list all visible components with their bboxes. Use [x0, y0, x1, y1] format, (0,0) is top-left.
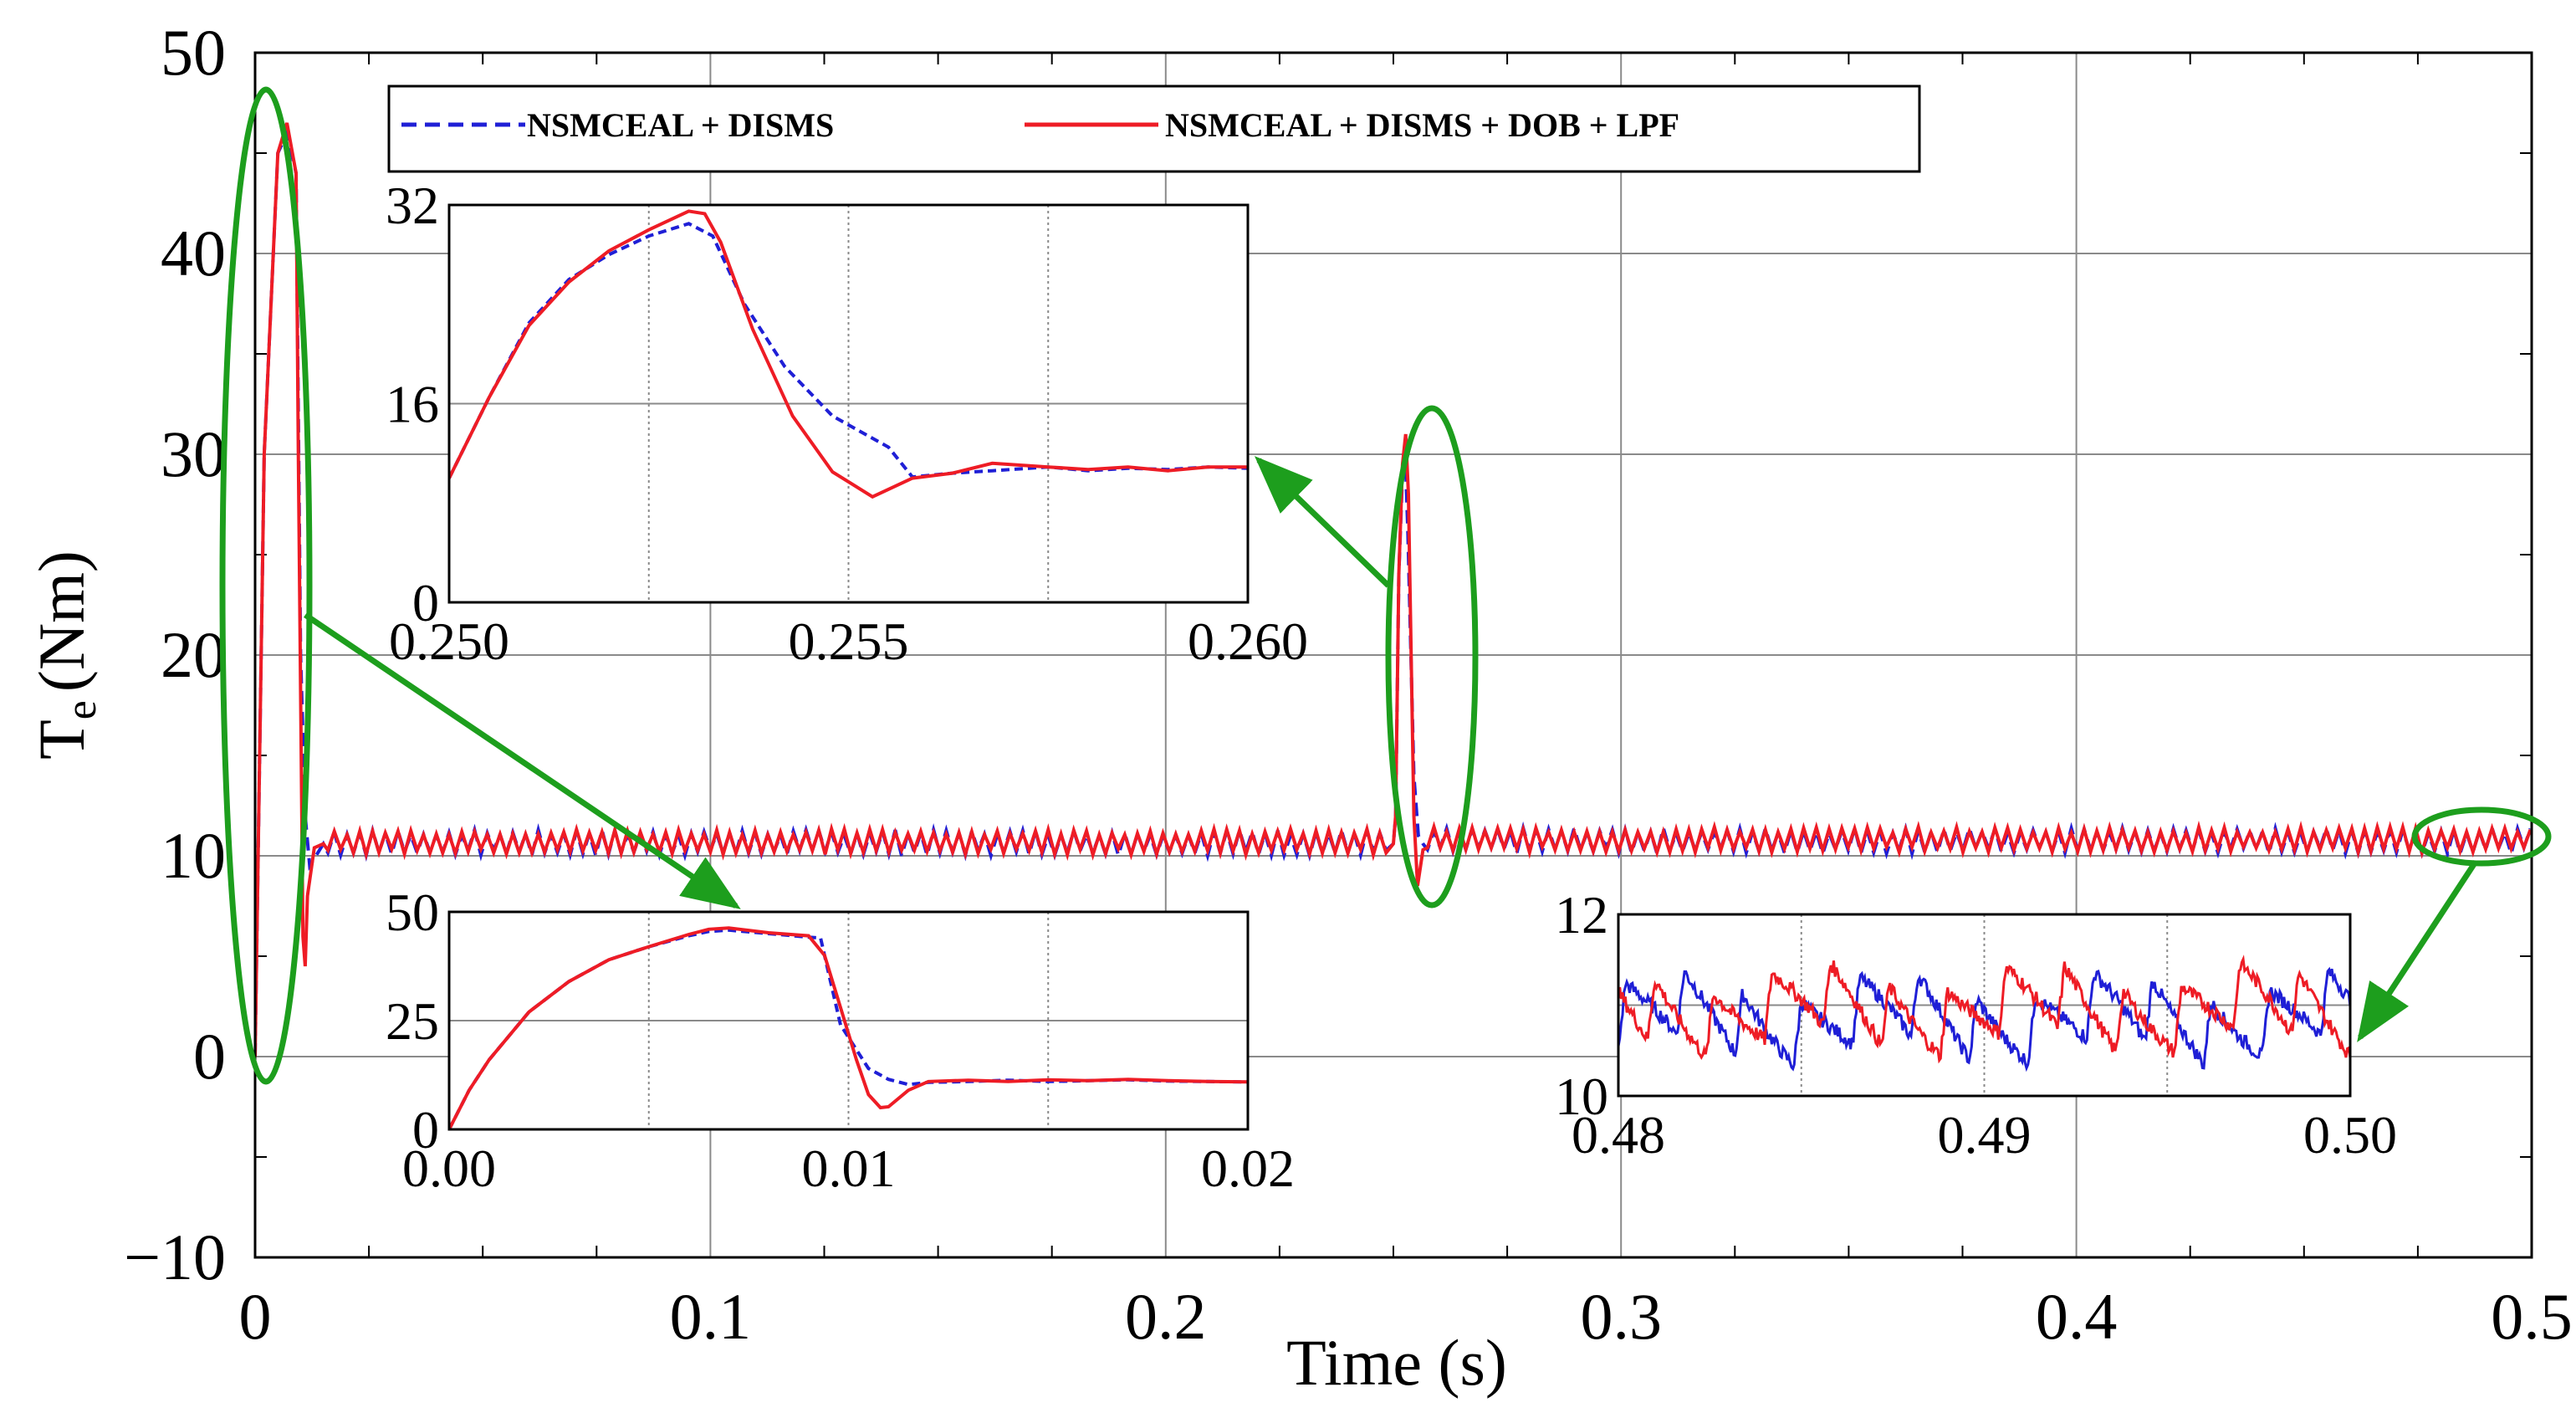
inset-border	[447, 203, 1250, 604]
y-tick-label: 10	[161, 819, 226, 892]
ellipse-steady-state	[2411, 806, 2552, 867]
main-series-2	[255, 122, 2532, 1057]
inset-series-group	[449, 926, 1248, 1129]
legend: NSMCEAL + DISMS NSMCEAL + DISMS + DOB + …	[387, 84, 1921, 173]
y-axis-label: Te (Nm)	[25, 550, 105, 760]
inset-x-tick-label: 0.260	[1188, 612, 1308, 671]
y-axis-label-symbol: T	[25, 719, 98, 760]
inset-y-tick-label: 0	[412, 1100, 439, 1159]
inset-steady-state: 0.48 0.49 0.50 10 12	[1555, 885, 2397, 1165]
inset-x-tick-label: 0.50	[2303, 1105, 2397, 1165]
inset-x-tick-label: 0.49	[1938, 1105, 2032, 1165]
y-tick-label: 30	[161, 417, 226, 490]
inset-startup: 0.00 0.01 0.02 0 25 50	[386, 883, 1295, 1198]
ellipse-startup	[219, 86, 313, 1085]
inset-series-group	[449, 209, 1248, 499]
inset-x-tick-label: 0.02	[1201, 1139, 1295, 1198]
x-tick-label: 0.5	[2491, 1280, 2573, 1353]
inset-x-tick-label: 0.48	[1572, 1105, 1665, 1165]
inset-y-tick-label: 10	[1555, 1067, 1608, 1126]
x-tick-label: 0.1	[670, 1280, 752, 1353]
arrow-startup	[304, 612, 741, 909]
y-tick-label: 0	[193, 1020, 226, 1093]
svg-text:Te(Nm): Te (Nm)	[25, 550, 105, 760]
inset-x-tick-label: 0.250	[389, 612, 509, 671]
legend-box	[387, 84, 1921, 173]
x-axis-label: Time (s)	[1286, 1326, 1507, 1399]
legend-label-series-1: NSMCEAL + DISMS	[527, 106, 834, 144]
arrow-load-step	[1254, 456, 1391, 588]
inset-series-2	[449, 209, 1248, 499]
inset-x-tick-label: 0.00	[402, 1139, 496, 1198]
inset-series-2	[449, 926, 1248, 1129]
annotations	[219, 86, 2552, 1085]
inset-load-step: 0.250 0.255 0.260 0 16 32	[386, 176, 1308, 671]
x-tick-label: 0.4	[2036, 1280, 2118, 1353]
inset-y-tick-label: 0	[412, 573, 439, 632]
y-tick-label: 50	[161, 16, 226, 89]
inset-series-group	[1618, 955, 2350, 1072]
ellipse-load-step	[1385, 405, 1479, 909]
x-tick-label: 0.3	[1580, 1280, 1662, 1353]
inset-y-tick-label: 25	[386, 991, 439, 1051]
y-axis-label-subscript: e	[58, 700, 105, 719]
legend-label-series-2: NSMCEAL + DISMS + DOB + LPF	[1165, 106, 1679, 144]
inset-series-2	[1618, 955, 2350, 1064]
inset-y-tick-label: 50	[386, 883, 439, 942]
inset-x-tick-label: 0.255	[789, 612, 909, 671]
inset-border	[447, 910, 1250, 1131]
inset-y-tick-label: 16	[386, 375, 439, 434]
y-tick-label: 40	[161, 217, 226, 289]
inset-y-tick-label: 32	[386, 176, 439, 235]
inset-border	[1617, 913, 2352, 1098]
x-tick-label: 0	[239, 1280, 272, 1353]
main-plot-border	[253, 51, 2533, 1259]
y-tick-label: −10	[124, 1221, 226, 1293]
x-tick-label: 0.2	[1125, 1280, 1207, 1353]
inset-y-tick-label: 12	[1555, 885, 1608, 944]
arrow-steady-state	[2357, 860, 2478, 1042]
inset-x-tick-label: 0.01	[802, 1139, 896, 1198]
y-tick-label: 20	[161, 618, 226, 691]
y-axis-label-unit: (Nm)	[25, 550, 98, 692]
